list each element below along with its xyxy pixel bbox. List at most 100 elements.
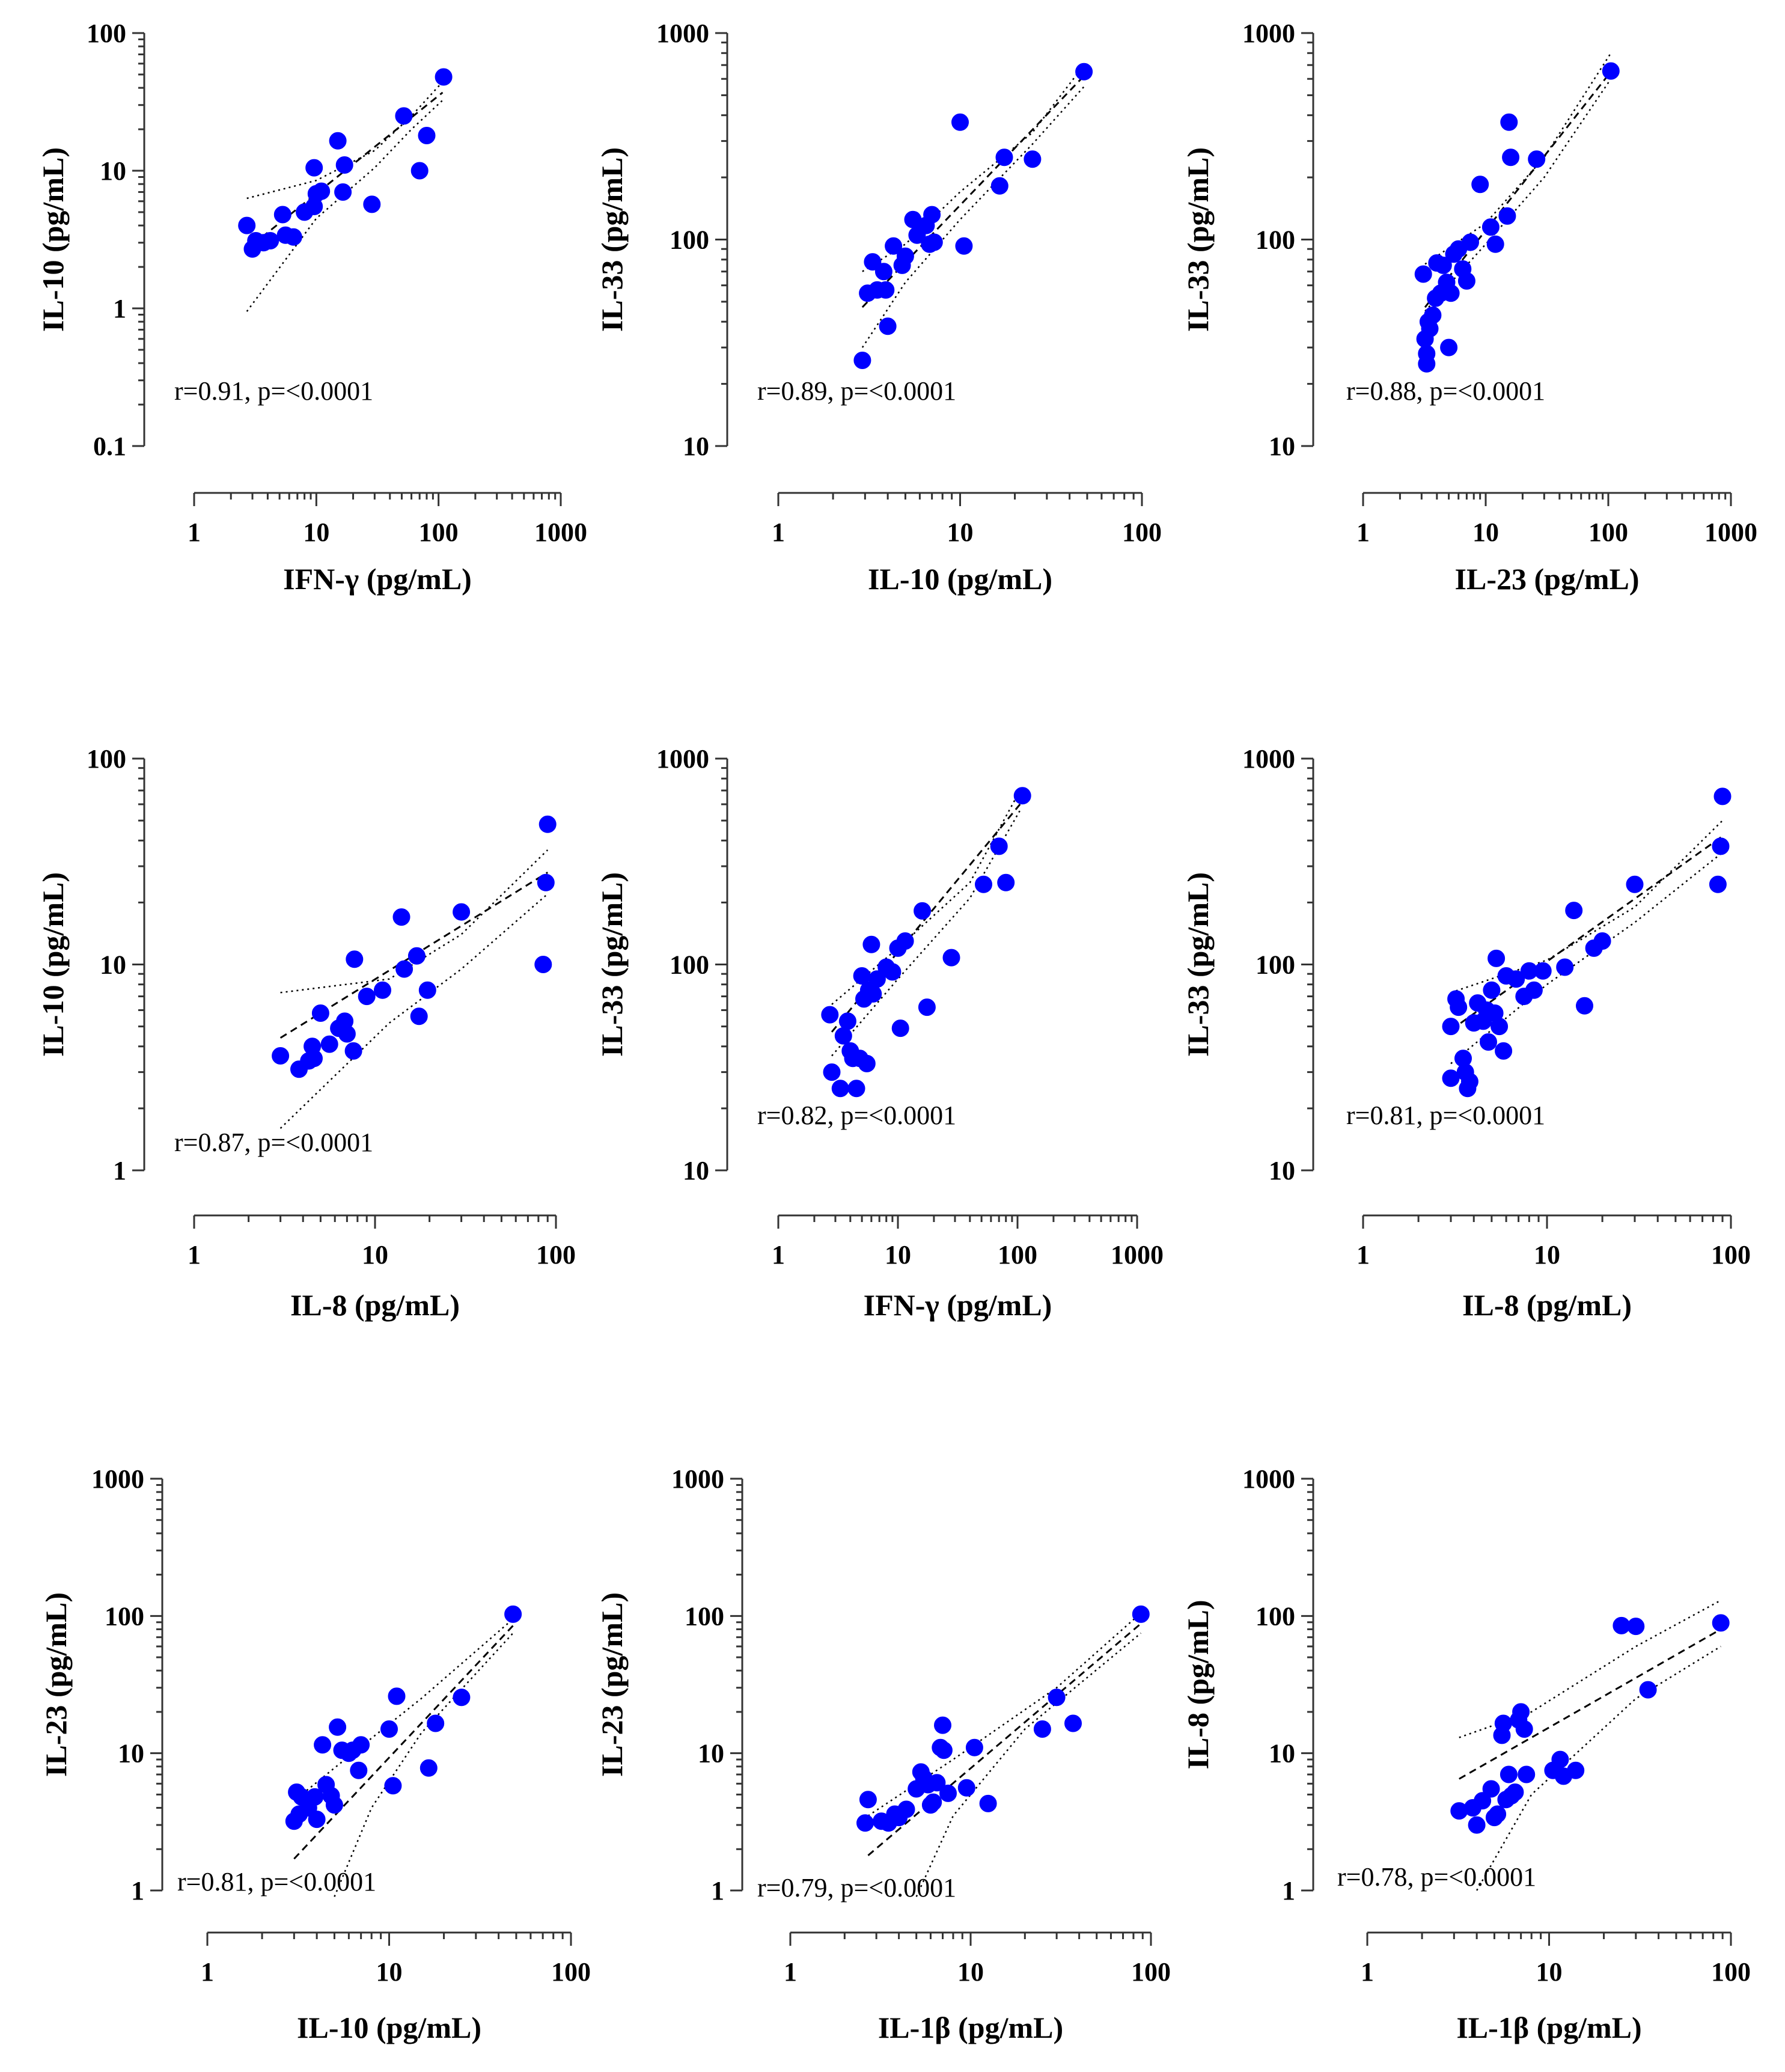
x-axis-title: IL-1β (pg/mL) (878, 2011, 1063, 2044)
x-tick-label: 1 (1361, 1957, 1374, 1987)
y-tick-label: 100 (87, 744, 126, 774)
chart-panel-7: 1 10 100 1000 1 10 100 IL-10 (pg/mL) IL-23 (pg/m… (39, 1464, 591, 2044)
data-point (942, 949, 960, 967)
y-tick-label: 1000 (656, 744, 709, 774)
data-point (853, 352, 871, 369)
data-point (418, 127, 436, 144)
x-tick-label: 100 (551, 1957, 591, 1987)
data-point (862, 935, 880, 953)
data-point (1414, 265, 1432, 283)
data-point (951, 113, 969, 131)
data-point (329, 132, 347, 150)
data-point (1434, 256, 1452, 274)
x-tick-label: 100 (998, 1240, 1037, 1270)
correlation-annotation: r=0.89, p=<0.0001 (757, 376, 956, 406)
y-tick-label: 10 (683, 1156, 709, 1185)
y-tick-label: 10 (1269, 1739, 1295, 1768)
data-point (314, 1736, 332, 1754)
x-tick-label: 10 (1534, 1240, 1560, 1270)
x-tick-label: 100 (419, 518, 459, 547)
x-tick-label: 10 (1472, 518, 1499, 547)
y-tick-label: 100 (1256, 950, 1295, 980)
data-point (261, 232, 279, 249)
data-point (979, 1794, 997, 1812)
x-tick-label: 10 (303, 518, 329, 547)
data-point (1567, 1761, 1585, 1779)
data-point (1515, 1720, 1533, 1738)
data-point (1627, 1618, 1645, 1636)
correlation-annotation: r=0.91, p=<0.0001 (174, 376, 373, 406)
data-point (320, 1035, 338, 1053)
chart-panel-6: 10 100 1000 1 10 100 IL-8 (pg/mL) IL-33 (pg/mL)… (1181, 744, 1751, 1322)
y-tick-label: 1000 (656, 19, 709, 48)
data-point (858, 1054, 876, 1072)
data-point (1480, 1033, 1497, 1051)
correlation-annotation: r=0.81, p=<0.0001 (1346, 1101, 1545, 1130)
correlation-annotation: r=0.88, p=<0.0001 (1346, 376, 1545, 406)
y-axis-title: IL-33 (pg/mL) (1181, 147, 1215, 332)
x-tick-label: 1 (772, 518, 785, 547)
x-tick-label: 10 (376, 1957, 403, 1987)
data-point (1013, 787, 1031, 805)
data-point (864, 253, 882, 271)
chart-panel-4: 1 10 100 1 10 100 IL-8 (pg/mL) IL-10 (pg/mL) r=0… (36, 744, 576, 1322)
data-point (1518, 1765, 1536, 1783)
data-point (897, 1800, 915, 1818)
data-point (1495, 1042, 1513, 1060)
data-point (539, 815, 557, 833)
data-point (1418, 344, 1436, 362)
data-point (1551, 1750, 1569, 1768)
x-axis-title: IL-10 (pg/mL) (297, 2011, 481, 2044)
data-point (997, 873, 1015, 891)
ci-lower-line (1450, 852, 1723, 1065)
data-point (934, 1716, 951, 1734)
data-point (975, 875, 992, 893)
data-point (1033, 1720, 1051, 1738)
data-point (885, 237, 903, 255)
data-point (1442, 1018, 1460, 1036)
chart-panel-9: 1 10 100 1000 1 10 100 IL-1β (pg/mL) IL-8 (pg/mL… (1181, 1464, 1751, 2044)
data-point (427, 1714, 445, 1732)
x-tick-label: 100 (1711, 1957, 1751, 1987)
data-point (453, 1688, 471, 1707)
data-point (435, 68, 453, 86)
y-axis-title: IL-33 (pg/mL) (1181, 872, 1215, 1057)
data-point (1713, 787, 1732, 805)
y-axis-title: IL-23 (pg/mL) (39, 1592, 73, 1777)
data-point (965, 1738, 983, 1756)
chart-panel-5: 10 100 1000 1 10 100 1000 IFN-γ (pg/mL) IL-33 (p… (595, 744, 1164, 1322)
data-point (868, 970, 886, 988)
x-axis-title: IL-8 (pg/mL) (1462, 1288, 1632, 1322)
x-tick-label: 1 (188, 1240, 201, 1270)
regression-line (1459, 1628, 1721, 1780)
data-point (358, 988, 376, 1006)
data-point (420, 1759, 438, 1777)
data-point (1064, 1714, 1082, 1732)
y-tick-label: 100 (105, 1601, 144, 1631)
y-tick-label: 1 (113, 1156, 126, 1185)
data-point (883, 963, 902, 981)
data-point (1712, 1614, 1730, 1632)
ci-lower-line (334, 1633, 514, 1897)
data-point (1528, 150, 1546, 168)
data-point (410, 162, 429, 180)
correlation-annotation: r=0.81, p=<0.0001 (177, 1867, 376, 1896)
data-point (407, 947, 426, 965)
data-point (879, 317, 897, 335)
data-point (821, 1006, 839, 1024)
y-tick-label: 10 (683, 432, 709, 461)
data-point (352, 1736, 370, 1754)
data-point (864, 985, 882, 1003)
data-point (1712, 837, 1730, 855)
correlation-annotation: r=0.78, p=<0.0001 (1337, 1862, 1536, 1892)
x-axis-title: IL-23 (pg/mL) (1455, 562, 1640, 596)
chart-panel-3: 10 100 1000 1 10 100 1000 IL-23 (pg/mL) IL-33 (p… (1181, 19, 1757, 596)
data-point (311, 1004, 329, 1022)
regression-line (293, 1625, 514, 1860)
x-tick-label: 1 (772, 1240, 785, 1270)
ci-upper-line (293, 1618, 514, 1802)
data-point (1491, 1018, 1509, 1036)
regression-line (867, 1622, 1142, 1856)
data-point (1626, 875, 1644, 893)
data-point (273, 206, 291, 224)
